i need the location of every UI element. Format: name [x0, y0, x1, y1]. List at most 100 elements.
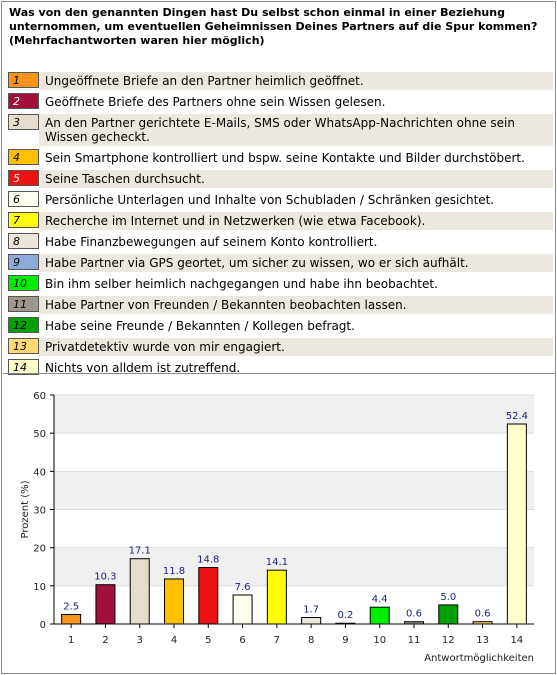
bar [266, 569, 287, 625]
x-tick-label: 8 [308, 635, 314, 646]
legend-swatch: 5 [8, 170, 39, 186]
legend-item: 3 An den Partner gerichtete E-Mails, SMS … [8, 114, 553, 146]
bar [506, 423, 527, 625]
legend-label: Seine Taschen durchsucht. [45, 172, 205, 186]
legend-swatch: 3 [8, 114, 39, 130]
legend-item: 13 Privatdetektiv wurde von mir engagiert… [8, 338, 553, 356]
x-tick-label: 6 [239, 635, 245, 646]
grid-band [54, 585, 534, 624]
bar-value-label: 10.3 [94, 572, 116, 583]
legend-label: Bin ihm selber heimlich nachgegangen und… [45, 277, 438, 291]
bar [129, 558, 150, 625]
bar [198, 567, 219, 625]
legend-item: 12 Habe seine Freunde / Bekannten / Kolle… [8, 317, 553, 335]
x-tick-label: 13 [476, 635, 489, 646]
bar [61, 613, 82, 625]
legend-item: 10 Bin ihm selber heimlich nachgegangen u… [8, 275, 553, 293]
legend-label: Privatdetektiv wurde von mir engagiert. [45, 340, 285, 354]
legend-item: 9 Habe Partner via GPS geortet, um sicher… [8, 254, 553, 272]
legend-label: Sein Smartphone kontrolliert und bspw. s… [45, 151, 525, 165]
legend-swatch: 8 [8, 233, 39, 249]
legend-label: Recherche im Internet und in Netzwerken … [45, 214, 426, 228]
grid-band [54, 433, 534, 472]
legend-item: 11 Habe Partner von Freunden / Bekannten … [8, 296, 553, 314]
legend-item: 7 Recherche im Internet und in Netzwerken… [8, 212, 553, 230]
legend-item: 5 Seine Taschen durchsucht. [8, 170, 553, 188]
bar [95, 584, 116, 625]
legend-label: Habe Finanzbewegungen auf seinem Konto k… [45, 235, 378, 249]
y-axis-label: Prozent (%) [20, 480, 31, 538]
grid-band [54, 471, 534, 510]
bar [369, 606, 390, 625]
y-tick-label: 30 [33, 506, 46, 517]
grid-band [54, 547, 534, 586]
bar [438, 604, 459, 625]
legend-label: Geöffnete Briefe des Partners ohne sein … [45, 95, 386, 109]
x-tick-label: 10 [373, 635, 386, 646]
bar-value-label: 7.6 [235, 582, 251, 593]
legend-item: 8 Habe Finanzbewegungen auf seinem Konto … [8, 233, 553, 251]
legend-item: 1 Ungeöffnete Briefe an den Partner heiml… [8, 72, 553, 90]
question-text: Was von den genannten Dingen hast Du sel… [9, 6, 538, 47]
x-tick-label: 5 [205, 635, 211, 646]
bar [335, 622, 356, 625]
legend-swatch: 7 [8, 212, 39, 228]
bar-value-label: 14.8 [197, 555, 219, 566]
legend-swatch: 1 [8, 72, 39, 88]
legend-swatch: 9 [8, 254, 39, 270]
y-tick-label: 10 [33, 582, 46, 593]
y-tick-label: 50 [33, 429, 46, 440]
legend-item: 2 Geöffnete Briefe des Partners ohne sein… [8, 93, 553, 111]
legend-item: 6 Persönliche Unterlagen und Inhalte von … [8, 191, 553, 209]
legend-label: Habe seine Freunde / Bekannten / Kollege… [45, 319, 355, 333]
x-tick-label: 11 [408, 635, 421, 646]
x-tick-label: 1 [68, 635, 74, 646]
bar-value-label: 4.4 [372, 594, 388, 605]
bar [472, 621, 493, 625]
bar-value-label: 52.4 [506, 411, 528, 422]
legend-label: Persönliche Unterlagen und Inhalte von S… [45, 193, 495, 207]
bar-value-label: 11.8 [163, 566, 185, 577]
bar-value-label: 0.6 [475, 609, 491, 620]
x-tick-label: 9 [342, 635, 348, 646]
answer-legend: 1 Ungeöffnete Briefe an den Partner heiml… [8, 72, 553, 380]
bar-value-label: 5.0 [440, 592, 456, 603]
bar [404, 621, 424, 625]
bar-chart: 0 10 20 30 40 50 60 Prozent (%) 2.5 1 10.3 2 17.1 3 11… [20, 391, 534, 664]
x-tick-label: 14 [510, 635, 523, 646]
legend-swatch: 4 [8, 149, 39, 165]
x-tick-label: 3 [137, 635, 143, 646]
bar-value-label: 2.5 [63, 601, 79, 612]
legend-label: Habe Partner von Freunden / Bekannten be… [45, 298, 407, 312]
bar-value-label: 0.6 [406, 609, 422, 620]
bar-value-label: 0.2 [337, 610, 353, 621]
x-tick-label: 12 [442, 635, 455, 646]
divider [3, 373, 556, 374]
legend-swatch: 6 [8, 191, 39, 207]
y-tick-label: 40 [33, 467, 46, 478]
legend-swatch: 13 [8, 338, 39, 354]
y-tick-label: 0 [40, 620, 46, 631]
y-tick-label: 60 [33, 391, 46, 402]
legend-swatch: 11 [8, 296, 39, 312]
x-tick-label: 2 [102, 635, 108, 646]
grid-band [54, 509, 534, 548]
legend-label: An den Partner gerichtete E-Mails, SMS o… [45, 116, 515, 144]
legend-label: Habe Partner via GPS geortet, um sicher … [45, 256, 469, 270]
legend-swatch: 10 [8, 275, 39, 291]
x-axis-label: Antwortmöglichkeiten [424, 653, 534, 664]
bar-value-label: 1.7 [303, 605, 319, 616]
legend-swatch: 12 [8, 317, 39, 333]
bar-value-label: 14.1 [266, 557, 288, 568]
legend-item: 14 Nichts von alldem ist zutreffend. [8, 359, 553, 377]
legend-label: Nichts von alldem ist zutreffend. [45, 361, 241, 375]
legend-swatch: 14 [8, 359, 39, 375]
x-tick-label: 4 [171, 635, 177, 646]
y-tick-label: 20 [33, 544, 46, 555]
bar-value-label: 17.1 [129, 546, 151, 557]
legend-swatch: 2 [8, 93, 39, 109]
legend-label: Ungeöffnete Briefe an den Partner heimli… [45, 74, 364, 88]
x-tick-label: 7 [274, 635, 280, 646]
bar [301, 617, 322, 625]
